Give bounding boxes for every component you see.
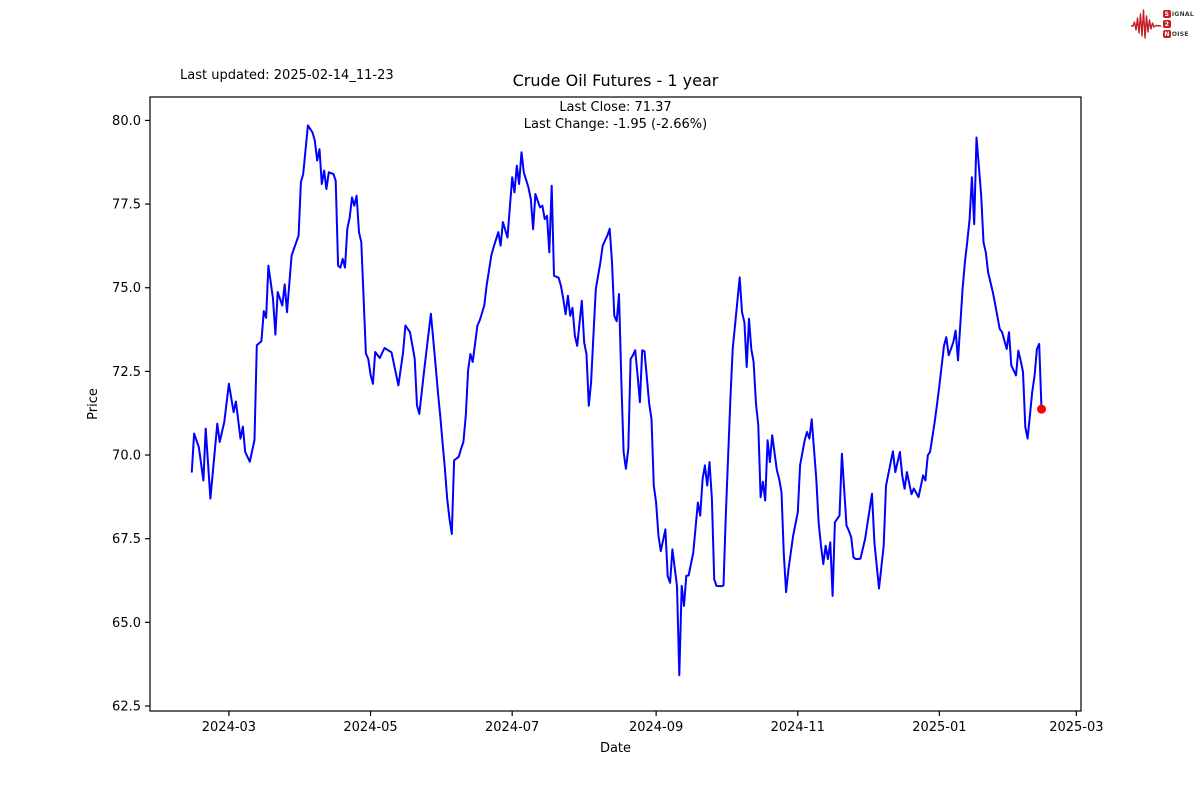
last-updated-text: Last updated: 2025-02-14_11-23 bbox=[180, 68, 394, 83]
y-tick-label: 62.5 bbox=[112, 699, 141, 714]
last-close-text: Last Close: 71.37 bbox=[559, 100, 672, 115]
y-tick-label: 65.0 bbox=[112, 616, 141, 631]
logo-letter-s-badge: S bbox=[1162, 10, 1171, 18]
x-tick-label: 2025-03 bbox=[1049, 720, 1103, 735]
last-change-text: Last Change: -1.95 (-2.66%) bbox=[523, 117, 708, 132]
x-tick-label: 2024-03 bbox=[202, 720, 256, 735]
logo-word-signal-rest: IGNAL bbox=[1171, 10, 1194, 18]
heartbeat-waveform-icon bbox=[1130, 9, 1161, 39]
x-tick-label: 2024-05 bbox=[343, 720, 397, 735]
chart-title: Crude Oil Futures - 1 year bbox=[512, 71, 719, 90]
y-tick-label: 67.5 bbox=[112, 532, 141, 547]
x-tick-label: 2024-07 bbox=[485, 720, 539, 735]
y-axis-label: Price bbox=[86, 388, 101, 420]
logo-letter-n-badge: N bbox=[1162, 30, 1171, 38]
x-tick-label: 2024-09 bbox=[629, 720, 683, 735]
x-tick-label: 2024-11 bbox=[771, 720, 825, 735]
price-line bbox=[190, 124, 1043, 677]
chart-subtitle: Last Close: 71.37 Last Change: -1.95 (-2… bbox=[150, 99, 1081, 133]
x-tick-label: 2025-01 bbox=[912, 720, 966, 735]
logo-word-noise-rest: OISE bbox=[1171, 30, 1189, 38]
y-tick-label: 80.0 bbox=[112, 114, 141, 129]
last-close-marker bbox=[1037, 404, 1047, 414]
y-tick-label: 72.5 bbox=[112, 365, 141, 380]
y-tick-label: 70.0 bbox=[112, 449, 141, 464]
x-axis-label: Date bbox=[600, 741, 631, 756]
plot-border bbox=[149, 96, 1082, 712]
y-tick-label: 77.5 bbox=[112, 198, 141, 213]
logo-wordmark: S IGNAL 2 N OISE bbox=[1162, 10, 1194, 38]
y-tick-label: 75.0 bbox=[112, 281, 141, 296]
logo-letter-2-badge: 2 bbox=[1162, 20, 1171, 28]
signal2noise-logo: S IGNAL 2 N OISE bbox=[1130, 5, 1194, 43]
